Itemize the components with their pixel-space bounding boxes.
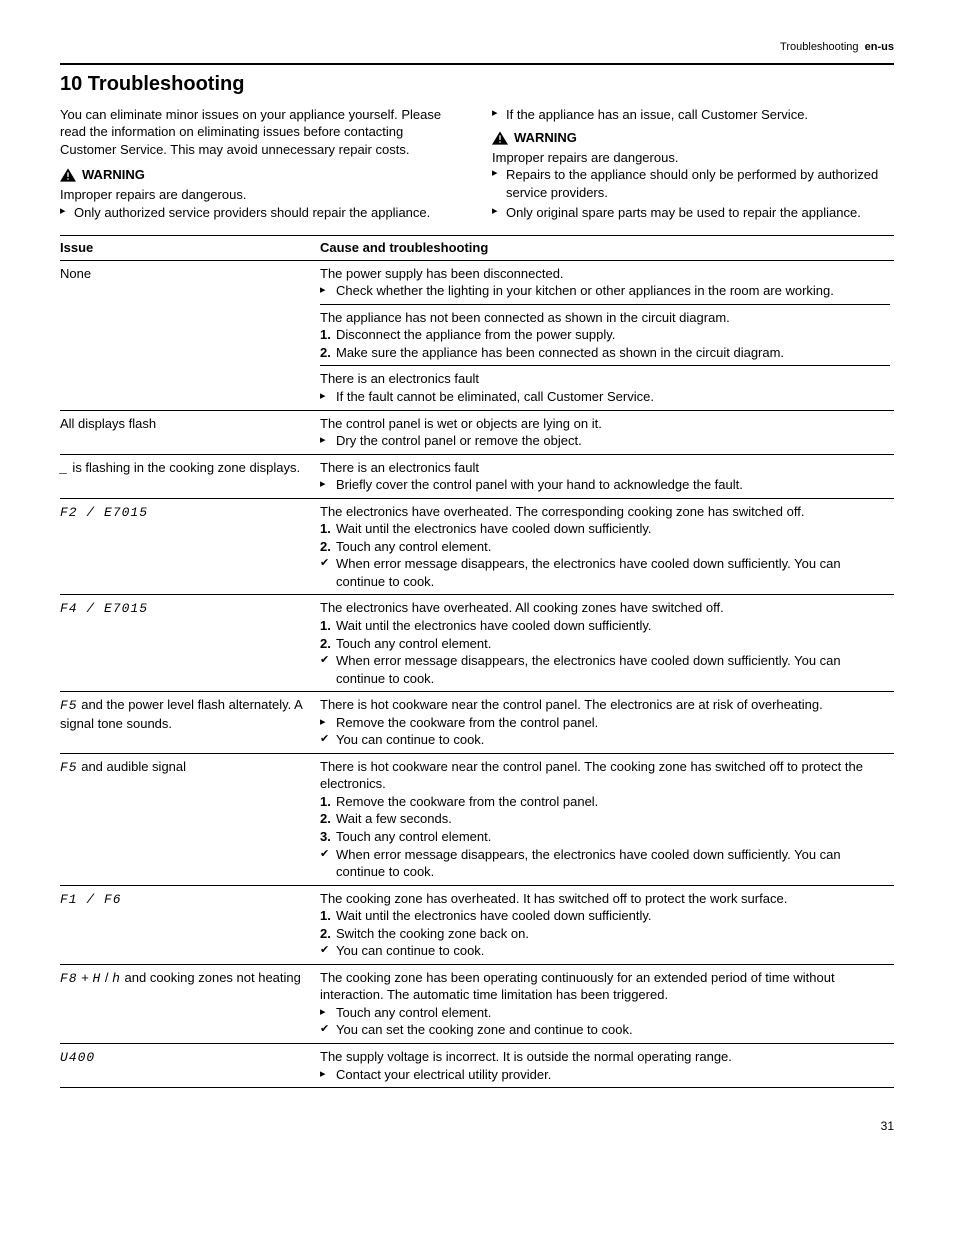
issue-cell: F1 / F6 (60, 885, 320, 964)
col-header-issue: Issue (60, 236, 320, 261)
cause-text: The cooking zone has been operating cont… (320, 969, 890, 1004)
action-item: Remove the cookware from the control pan… (320, 714, 890, 732)
warning-icon (492, 131, 508, 145)
header-section: Troubleshooting (780, 41, 858, 53)
table-row: F4 / E7015 The electronics have overheat… (60, 595, 894, 692)
warning-heading: WARNING (60, 166, 462, 184)
cause-cell: The power supply has been disconnected. … (320, 260, 894, 410)
step-item: 1.Remove the cookware from the control p… (320, 793, 890, 811)
table-row: All displays flash The control panel is … (60, 410, 894, 454)
result-item: You can continue to cook. (320, 942, 890, 960)
step-item: 2.Switch the cooking zone back on. (320, 925, 890, 943)
table-row: U400 The supply voltage is incorrect. It… (60, 1044, 894, 1088)
page-header: Troubleshooting en-us (60, 40, 894, 55)
warning-intro: Improper repairs are dangerous. (60, 186, 462, 204)
action-item: If the fault cannot be eliminated, call … (320, 388, 890, 406)
right-bullet: If the appliance has an issue, call Cust… (492, 106, 894, 124)
result-item: When error message disappears, the elect… (320, 652, 890, 687)
step-item: 1.Disconnect the appliance from the powe… (320, 326, 890, 344)
page-title: 10 Troubleshooting (60, 71, 894, 98)
issue-cell: F5 and audible signal (60, 753, 320, 885)
intro-columns: You can eliminate minor issues on your a… (60, 106, 894, 223)
cause-cell: The supply voltage is incorrect. It is o… (320, 1044, 894, 1088)
warning-heading: WARNING (492, 129, 894, 147)
step-item: 2.Wait a few seconds. (320, 810, 890, 828)
step-item: 3.Touch any control element. (320, 828, 890, 846)
cause-cell: The electronics have overheated. The cor… (320, 498, 894, 595)
header-rule (60, 63, 894, 65)
cause-text: The appliance has not been connected as … (320, 309, 890, 327)
issue-cell: U400 (60, 1044, 320, 1088)
step-item: 1.Wait until the electronics have cooled… (320, 907, 890, 925)
action-item: Contact your electrical utility provider… (320, 1066, 890, 1084)
issue-cell: _ is flashing in the cooking zone displa… (60, 454, 320, 498)
result-item: When error message disappears, the elect… (320, 555, 890, 590)
col-header-cause: Cause and troubleshooting (320, 236, 894, 261)
issue-cell: None (60, 260, 320, 410)
warning-bullet: Only original spare parts may be used to… (492, 204, 894, 222)
action-item: Briefly cover the control panel with you… (320, 476, 890, 494)
action-item: Touch any control element. (320, 1004, 890, 1022)
cause-cell: There is hot cookware near the control p… (320, 692, 894, 754)
cause-cell: The cooking zone has been operating cont… (320, 964, 894, 1043)
cause-text: The power supply has been disconnected. (320, 265, 890, 283)
cause-text: The cooking zone has overheated. It has … (320, 890, 890, 908)
cause-cell: The control panel is wet or objects are … (320, 410, 894, 454)
header-lang: en-us (865, 41, 894, 53)
action-item: Dry the control panel or remove the obje… (320, 432, 890, 450)
troubleshooting-table: Issue Cause and troubleshooting None The… (60, 235, 894, 1088)
warning-label: WARNING (82, 166, 145, 184)
left-column: You can eliminate minor issues on your a… (60, 106, 462, 223)
cause-text: There is an electronics fault (320, 370, 890, 388)
intro-paragraph: You can eliminate minor issues on your a… (60, 106, 462, 159)
result-item: When error message disappears, the elect… (320, 846, 890, 881)
warning-bullet: Only authorized service providers should… (60, 204, 462, 222)
issue-cell: All displays flash (60, 410, 320, 454)
cause-text: The control panel is wet or objects are … (320, 415, 890, 433)
cause-cell: There is hot cookware near the control p… (320, 753, 894, 885)
issue-cell: F5 and the power level flash alternately… (60, 692, 320, 754)
cause-cell: There is an electronics fault Briefly co… (320, 454, 894, 498)
issue-cell: F8 + H / h and cooking zones not heating (60, 964, 320, 1043)
cause-text: The electronics have overheated. The cor… (320, 503, 890, 521)
cause-cell: The cooking zone has overheated. It has … (320, 885, 894, 964)
warning-intro: Improper repairs are dangerous. (492, 149, 894, 167)
page-number: 31 (60, 1118, 894, 1134)
table-row: F1 / F6 The cooking zone has overheated.… (60, 885, 894, 964)
table-row: F5 and audible signal There is hot cookw… (60, 753, 894, 885)
step-item: 2.Make sure the appliance has been conne… (320, 344, 890, 362)
step-item: 1.Wait until the electronics have cooled… (320, 520, 890, 538)
table-row: F2 / E7015 The electronics have overheat… (60, 498, 894, 595)
step-item: 2.Touch any control element. (320, 635, 890, 653)
step-item: 2.Touch any control element. (320, 538, 890, 556)
cause-text: The supply voltage is incorrect. It is o… (320, 1048, 890, 1066)
cause-text: There is hot cookware near the control p… (320, 696, 890, 714)
table-row: F8 + H / h and cooking zones not heating… (60, 964, 894, 1043)
cause-text: There is an electronics fault (320, 459, 890, 477)
step-item: 1.Wait until the electronics have cooled… (320, 617, 890, 635)
table-row: None The power supply has been disconnec… (60, 260, 894, 410)
result-item: You can set the cooking zone and continu… (320, 1021, 890, 1039)
warning-label: WARNING (514, 129, 577, 147)
table-row: F5 and the power level flash alternately… (60, 692, 894, 754)
right-column: If the appliance has an issue, call Cust… (492, 106, 894, 223)
cause-text: There is hot cookware near the control p… (320, 758, 890, 793)
action-item: Check whether the lighting in your kitch… (320, 282, 890, 300)
warning-bullet: Repairs to the appliance should only be … (492, 166, 894, 201)
issue-cell: F4 / E7015 (60, 595, 320, 692)
issue-cell: F2 / E7015 (60, 498, 320, 595)
table-row: _ is flashing in the cooking zone displa… (60, 454, 894, 498)
cause-cell: The electronics have overheated. All coo… (320, 595, 894, 692)
warning-icon (60, 168, 76, 182)
result-item: You can continue to cook. (320, 731, 890, 749)
cause-text: The electronics have overheated. All coo… (320, 599, 890, 617)
